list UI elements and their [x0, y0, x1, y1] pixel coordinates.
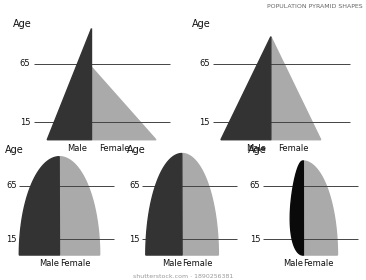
Text: Male: Male	[283, 259, 303, 268]
Text: 15: 15	[199, 118, 210, 127]
Text: 65: 65	[250, 181, 261, 190]
Polygon shape	[92, 67, 156, 140]
Text: POPULATION PYRAMID SHAPES: POPULATION PYRAMID SHAPES	[267, 4, 362, 9]
Polygon shape	[60, 157, 100, 255]
Text: Female: Female	[303, 259, 334, 268]
Polygon shape	[47, 29, 92, 140]
Text: 65: 65	[20, 59, 30, 68]
Text: Male: Male	[40, 259, 59, 268]
Text: Female: Female	[60, 259, 90, 268]
Polygon shape	[271, 37, 321, 140]
Text: 15: 15	[7, 235, 17, 244]
Text: shutterstock.com · 1890256381: shutterstock.com · 1890256381	[133, 274, 233, 279]
Polygon shape	[19, 157, 60, 255]
Text: 15: 15	[20, 118, 30, 127]
Text: 65: 65	[129, 181, 140, 190]
Text: Age: Age	[248, 145, 267, 155]
Text: Female: Female	[183, 259, 213, 268]
Polygon shape	[221, 37, 271, 140]
Polygon shape	[290, 161, 303, 255]
Text: Age: Age	[5, 145, 23, 155]
Text: Male: Male	[162, 259, 182, 268]
Text: Female: Female	[99, 144, 129, 153]
Polygon shape	[182, 153, 219, 255]
Text: Female: Female	[278, 144, 309, 153]
Polygon shape	[303, 161, 337, 255]
Text: 15: 15	[250, 235, 261, 244]
Text: Age: Age	[12, 19, 31, 29]
Text: 65: 65	[199, 59, 210, 68]
Text: Male: Male	[67, 144, 87, 153]
Polygon shape	[146, 153, 182, 255]
Text: 65: 65	[7, 181, 17, 190]
Text: Age: Age	[192, 19, 211, 29]
Text: Age: Age	[127, 145, 146, 155]
Text: Male: Male	[246, 144, 266, 153]
Text: 15: 15	[129, 235, 140, 244]
